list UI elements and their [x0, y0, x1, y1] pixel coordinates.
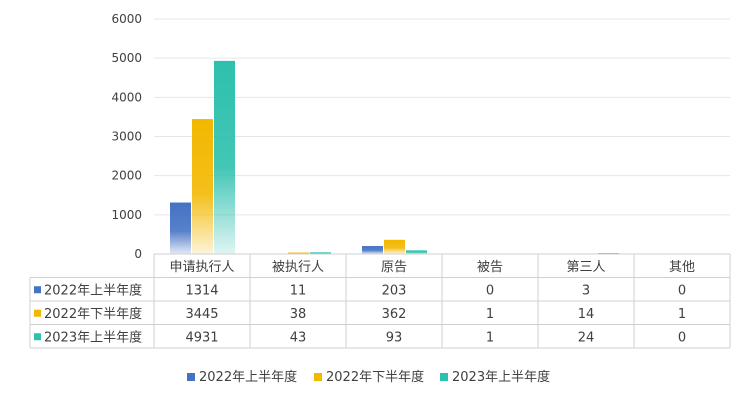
data-cell: 0: [678, 283, 686, 298]
legend-swatch: [314, 373, 322, 381]
series-row-label: 2022年上半年度: [44, 282, 142, 298]
category-label: 第三人: [566, 260, 605, 275]
data-cell: 362: [382, 307, 407, 322]
y-tick-label: 5000: [111, 51, 142, 65]
data-cell: 1314: [185, 283, 218, 298]
y-tick-label: 3000: [111, 130, 142, 144]
data-cell: 24: [578, 330, 595, 345]
data-cell: 1: [486, 307, 494, 322]
data-cell: 3445: [185, 307, 218, 322]
series-row-label: 2023年上半年度: [44, 329, 142, 345]
legend-label: 2023年上半年度: [452, 369, 550, 385]
data-cell: 14: [578, 307, 595, 322]
y-axis-ticks: 0 1000 2000 3000 4000 5000 6000: [111, 12, 142, 261]
data-cell: 43: [290, 330, 307, 345]
series-row-label: 2022年下半年度: [44, 306, 142, 322]
bar: [362, 246, 383, 254]
bar: [406, 250, 427, 254]
data-cell: 11: [290, 283, 307, 298]
bars: [170, 60, 693, 254]
bar: [310, 252, 331, 254]
data-cell: 4931: [185, 330, 218, 345]
legend-swatch: [187, 373, 195, 381]
legend-label: 2022年上半年度: [199, 369, 297, 385]
data-cell: 1: [486, 330, 494, 345]
y-tick-label: 1000: [111, 208, 142, 222]
bar: [170, 202, 191, 254]
category-label: 被告: [477, 260, 503, 275]
y-tick-label: 2000: [111, 169, 142, 183]
data-cell: 203: [382, 283, 407, 298]
data-cell: 3: [582, 283, 590, 298]
y-tick-label: 4000: [111, 90, 142, 104]
bar: [192, 119, 213, 254]
category-label: 被执行人: [272, 260, 324, 275]
legend: 2022年上半年度 2022年下半年度 2023年上半年度: [187, 369, 550, 385]
series-swatch: [34, 309, 41, 317]
data-cell: 93: [386, 330, 403, 345]
y-tick-label: 6000: [111, 12, 142, 26]
series-swatch: [34, 286, 41, 294]
legend-label: 2022年下半年度: [326, 369, 424, 385]
bar: [288, 252, 309, 254]
legend-swatch: [440, 373, 448, 381]
category-label: 其他: [669, 260, 695, 275]
bar: [214, 60, 235, 254]
data-cell: 0: [486, 283, 494, 298]
data-cell: 1: [678, 307, 686, 322]
category-label: 原告: [381, 260, 407, 275]
data-cell: 38: [290, 307, 307, 322]
gridlines: [154, 18, 730, 216]
y-tick-label: 0: [134, 247, 142, 261]
category-label: 申请执行人: [169, 260, 234, 275]
bar: [384, 239, 405, 254]
data-cell: 0: [678, 330, 686, 345]
series-swatch: [34, 333, 41, 341]
